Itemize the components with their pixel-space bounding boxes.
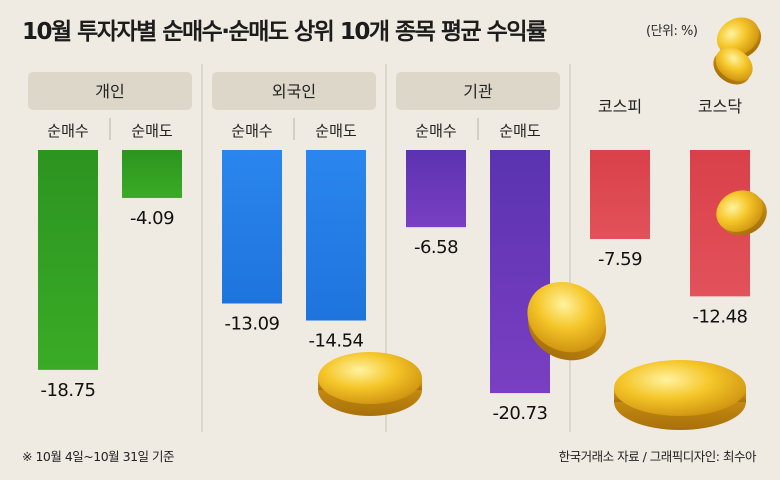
bar <box>306 150 366 321</box>
data-label: -20.73 <box>492 403 547 424</box>
group-label: 외국인 <box>272 82 316 101</box>
footnote: ※ 10월 4일~10월 31일 기준 <box>22 449 175 464</box>
data-label: -6.58 <box>414 237 458 258</box>
group-label: 개인 <box>95 82 124 101</box>
bar-category-label: 순매도 <box>131 122 173 140</box>
coin-icon <box>318 352 422 416</box>
bar-category-label: 순매도 <box>315 122 357 140</box>
data-label: -18.75 <box>40 380 95 401</box>
unit-label: (단위: %) <box>646 24 698 39</box>
bar-category-label: 순매수 <box>231 122 272 140</box>
coin-icon <box>713 47 753 85</box>
data-label: -4.09 <box>130 208 174 229</box>
bar-category-label: 순매수 <box>47 122 88 140</box>
bar <box>38 150 98 370</box>
index-label: 코스닥 <box>698 97 742 116</box>
bar <box>122 150 182 198</box>
bar <box>406 150 466 228</box>
gold-coins <box>318 17 767 430</box>
bar <box>490 150 550 394</box>
group-header <box>396 72 560 110</box>
coin-icon <box>716 190 767 236</box>
coin-icon <box>527 281 607 361</box>
source-credit: 한국거래소 자료 / 그래픽디자인: 최수아 <box>558 449 757 464</box>
group-label: 기관 <box>463 82 493 101</box>
coin-icon <box>614 360 746 430</box>
data-label: -7.59 <box>598 249 642 270</box>
data-label: -12.48 <box>692 306 747 327</box>
chart-title: 10월 투자자별 순매수·순매도 상위 10개 종목 평균 수익률 <box>22 19 547 45</box>
bar <box>590 150 650 240</box>
index-label: 코스피 <box>598 97 642 116</box>
group-header <box>212 72 376 110</box>
bar-category-label: 순매수 <box>415 122 456 140</box>
group-header <box>28 72 192 110</box>
bar <box>222 150 282 304</box>
data-label: -14.54 <box>308 331 363 352</box>
data-label: -13.09 <box>224 314 279 335</box>
bar-category-label: 순매도 <box>499 122 541 140</box>
